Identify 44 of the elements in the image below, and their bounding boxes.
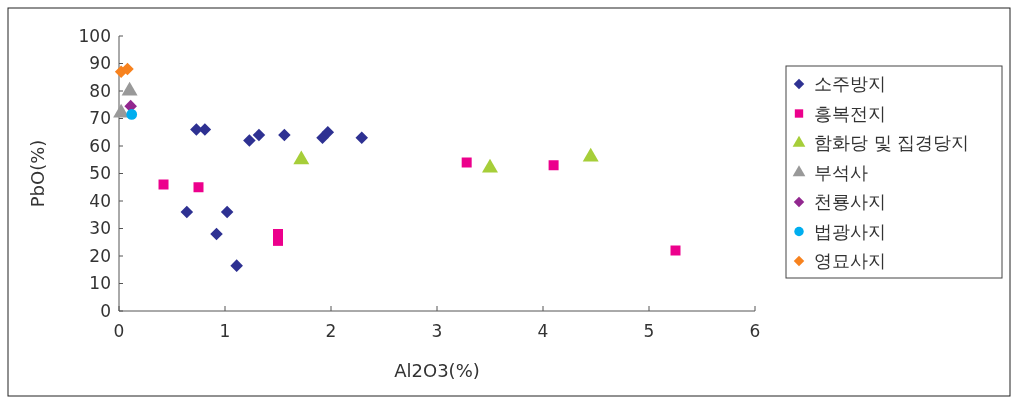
point — [321, 125, 335, 139]
legend-label: 부석사 — [814, 161, 868, 183]
point — [670, 245, 681, 256]
legend-label: 함화당 및 집경당지 — [814, 132, 970, 154]
legend-label: 법광사지 — [814, 220, 886, 242]
x-tick-label: 6 — [749, 321, 761, 341]
point — [278, 128, 291, 142]
y-tick-label: 20 — [89, 245, 111, 266]
point — [158, 179, 169, 190]
y-tick-label: 70 — [89, 108, 111, 129]
point — [193, 182, 204, 193]
x-tick-label: 5 — [643, 321, 655, 341]
y-tick-label: 10 — [89, 273, 111, 294]
y-tick-label: 50 — [89, 163, 111, 184]
point — [548, 160, 559, 171]
legend-label: 영묘사지 — [814, 250, 886, 272]
legend-label: 흥복전지 — [814, 102, 886, 124]
x-axis-title: Al2O3(%) — [394, 360, 480, 381]
y-tick-label: 80 — [89, 80, 111, 101]
y-tick-label: 30 — [89, 218, 111, 239]
point — [355, 131, 368, 145]
y-axis-title: PbO(%) — [27, 139, 48, 208]
x-tick-label: 2 — [325, 321, 337, 341]
y-tick-label: 90 — [89, 53, 111, 74]
y-tick-label: 60 — [89, 135, 111, 156]
point — [126, 109, 138, 120]
x-tick-label: 0 — [113, 321, 125, 341]
x-tick-label: 1 — [219, 321, 231, 341]
point — [252, 128, 266, 142]
point — [180, 205, 194, 219]
point — [243, 134, 256, 147]
point — [198, 123, 212, 136]
y-tick-label: 40 — [89, 190, 111, 211]
point — [461, 157, 472, 168]
point — [220, 205, 234, 219]
x-tick-label: 4 — [537, 321, 549, 341]
point — [121, 62, 134, 76]
y-tick-label: 100 — [78, 25, 111, 46]
legend-label: 천룡사지 — [814, 191, 886, 213]
point — [230, 259, 243, 272]
point — [210, 227, 223, 241]
x-tick-label: 3 — [431, 321, 443, 341]
y-tick-label: 0 — [100, 300, 111, 321]
legend-label: 소주방지 — [814, 73, 886, 95]
